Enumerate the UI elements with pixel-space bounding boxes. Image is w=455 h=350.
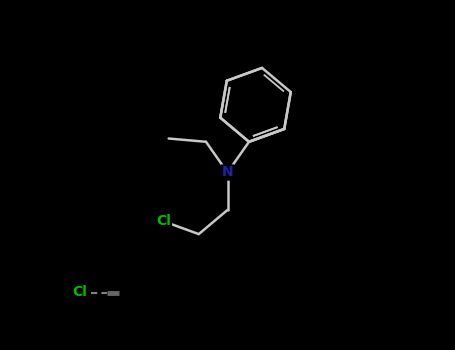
Text: Cl: Cl xyxy=(156,214,171,228)
Text: Cl: Cl xyxy=(72,286,87,300)
Text: N: N xyxy=(222,166,233,180)
